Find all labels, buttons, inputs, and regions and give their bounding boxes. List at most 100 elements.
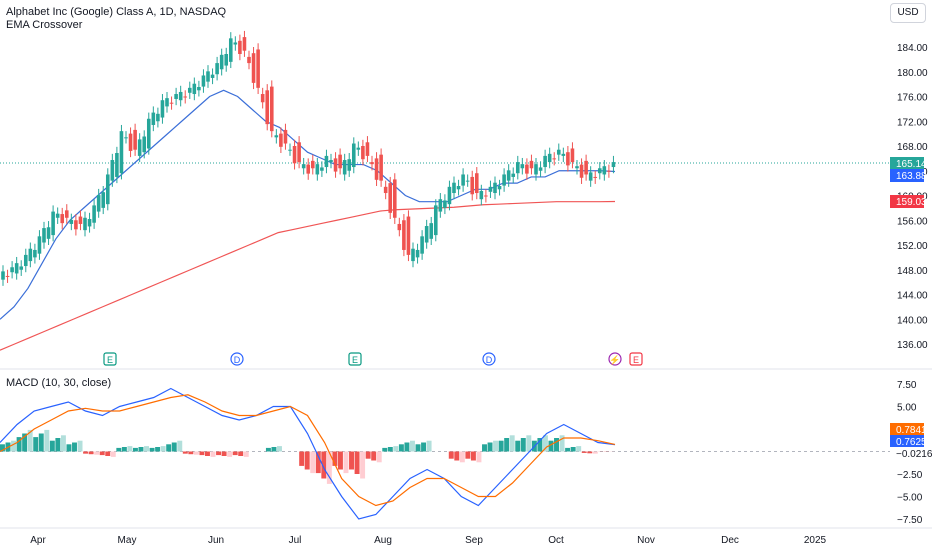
event-marker-shape bbox=[629, 352, 643, 366]
candle-body bbox=[169, 102, 174, 104]
candle-body bbox=[215, 63, 219, 75]
macd-histogram-bar bbox=[498, 440, 504, 452]
macd-tick-label: 7.50 bbox=[897, 380, 917, 391]
time-tick-label: Nov bbox=[637, 535, 655, 546]
event-marker-earnings[interactable]: E bbox=[103, 352, 117, 366]
macd-histogram-bar bbox=[387, 447, 393, 452]
candle-body bbox=[151, 112, 156, 125]
macd-histogram-bar bbox=[116, 447, 122, 452]
candle-body bbox=[365, 142, 370, 156]
price-label: 165.14 bbox=[890, 157, 927, 170]
macd-histogram-bar bbox=[105, 451, 111, 456]
event-marker-earnings[interactable]: E bbox=[348, 352, 362, 366]
macd-histogram-bar bbox=[33, 437, 39, 452]
candle-body bbox=[160, 100, 165, 118]
candle-body bbox=[55, 213, 60, 218]
candle-body bbox=[534, 164, 538, 175]
macd-histogram-bar bbox=[482, 444, 487, 452]
macd-histogram-bar bbox=[542, 435, 548, 452]
macd-histogram-bar bbox=[144, 446, 149, 452]
macd-histogram-bar bbox=[199, 451, 205, 456]
candle-body bbox=[187, 87, 192, 93]
candle-body bbox=[10, 267, 14, 273]
macd-histogram-bar bbox=[371, 451, 377, 461]
macd-histogram-bar bbox=[459, 451, 465, 463]
symbol-title[interactable]: Alphabet Inc (Google) Class A, 1D, NASDA… bbox=[6, 6, 227, 18]
ema-fast-path bbox=[0, 89, 616, 320]
candle-body bbox=[274, 135, 279, 138]
price-tick-label: 156.00 bbox=[897, 216, 928, 227]
event-marker-shape bbox=[348, 352, 362, 366]
candle-body bbox=[593, 176, 598, 178]
event-marker-split[interactable]: ⚡ bbox=[608, 352, 622, 366]
macd-histogram-bar bbox=[0, 444, 5, 452]
macd-legend[interactable]: MACD (10, 30, close) bbox=[6, 377, 112, 389]
candle-body bbox=[33, 249, 37, 258]
candle-body bbox=[283, 129, 288, 144]
macd-value-label-text: −0.0216 bbox=[896, 449, 932, 460]
macd-value-label: 0.7625 bbox=[890, 435, 927, 448]
candle-body bbox=[197, 87, 201, 91]
time-tick-label: Aug bbox=[374, 535, 392, 546]
macd-histogram-bar bbox=[415, 444, 421, 452]
macd-histogram-bar bbox=[22, 433, 28, 452]
indicator-name[interactable]: EMA Crossover bbox=[6, 19, 83, 31]
price-tick-label: 180.00 bbox=[897, 68, 928, 79]
price-tick-label: 144.00 bbox=[897, 291, 928, 302]
currency-button[interactable]: USD bbox=[890, 3, 926, 23]
macd-histogram-bar bbox=[581, 451, 587, 453]
ema-slow-path bbox=[0, 200, 616, 351]
event-marker-shape bbox=[608, 352, 622, 366]
candle-body bbox=[83, 217, 87, 231]
macd-histogram-bar bbox=[38, 433, 44, 452]
candle-body bbox=[315, 164, 320, 175]
candle-body bbox=[484, 195, 488, 197]
candle-body bbox=[579, 164, 584, 178]
macd-histogram-bar bbox=[265, 447, 271, 452]
macd-value-label-bg bbox=[890, 447, 924, 459]
candle-body bbox=[206, 71, 210, 82]
candle-body bbox=[301, 164, 306, 169]
macd-histogram-bar bbox=[60, 435, 66, 452]
macd-histogram-bar bbox=[565, 447, 571, 452]
time-tick-label: Jun bbox=[208, 535, 224, 546]
macd-histogram-bar bbox=[382, 447, 388, 452]
candle-body bbox=[379, 154, 383, 181]
time-tick-label: Jul bbox=[289, 535, 302, 546]
macd-histogram-bar bbox=[188, 451, 194, 455]
event-marker-earnings-upcoming[interactable]: E bbox=[629, 352, 643, 366]
candle-body bbox=[570, 148, 575, 163]
event-marker-letter: D bbox=[486, 355, 493, 365]
candle-body bbox=[420, 236, 424, 254]
price-label-text: 159.03 bbox=[896, 197, 927, 208]
event-marker-dividend[interactable]: D bbox=[482, 352, 496, 366]
candle-body bbox=[133, 129, 137, 150]
macd-histogram-bar bbox=[205, 451, 210, 456]
price-label-bg bbox=[890, 195, 924, 208]
candle-body bbox=[443, 200, 447, 208]
candle-body bbox=[607, 170, 611, 172]
candle-body bbox=[465, 180, 470, 182]
chart-legend: Alphabet Inc (Google) Class A, 1D, NASDA… bbox=[6, 6, 226, 32]
candle-body bbox=[415, 249, 420, 258]
candle-body bbox=[470, 176, 475, 195]
macd-histogram-bar bbox=[88, 451, 94, 455]
candle-body bbox=[351, 143, 356, 168]
macd-histogram-bar bbox=[299, 451, 305, 466]
event-marker-shape bbox=[482, 352, 496, 366]
macd-histogram-bar bbox=[182, 451, 188, 454]
candle-body bbox=[493, 182, 497, 194]
candle-body bbox=[119, 131, 124, 174]
signal-line bbox=[0, 394, 616, 507]
candle-body bbox=[411, 248, 415, 262]
event-marker-dividend[interactable]: D bbox=[230, 352, 244, 366]
macd-histogram-bar bbox=[365, 451, 371, 459]
macd-histogram-bar bbox=[376, 451, 382, 463]
candle-body bbox=[502, 174, 506, 186]
candle-body bbox=[51, 211, 55, 236]
macd-histogram-bar bbox=[138, 447, 144, 452]
candle-body bbox=[506, 170, 511, 181]
macd-histogram-bar bbox=[465, 451, 471, 459]
candle-body bbox=[461, 174, 465, 186]
